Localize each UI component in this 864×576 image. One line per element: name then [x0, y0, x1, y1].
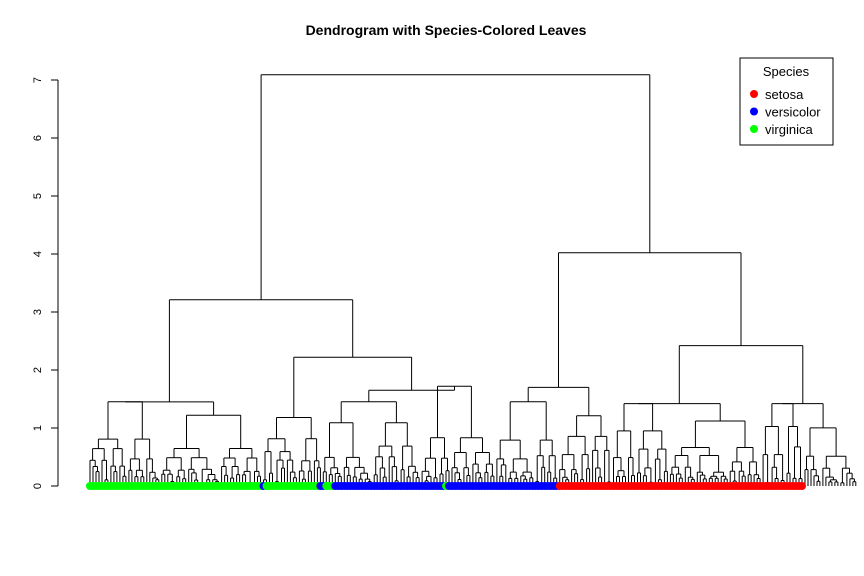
- legend-label-versicolor: versicolor: [765, 105, 821, 120]
- legend-title: Species: [763, 64, 810, 79]
- y-tick-label: 5: [32, 193, 44, 199]
- chart-title: Dendrogram with Species-Colored Leaves: [306, 22, 587, 38]
- leaf-points: [86, 482, 806, 490]
- y-tick-label: 6: [32, 135, 44, 141]
- legend-marker-setosa: [750, 90, 758, 98]
- legend-label-virginica: virginica: [765, 122, 813, 137]
- legend-box: [739, 57, 834, 146]
- legend-label-setosa: setosa: [765, 87, 804, 102]
- y-axis: 0 1 2 3 4 5 6 7: [32, 77, 59, 489]
- y-tick-label: 4: [32, 251, 44, 257]
- legend-marker-virginica: [750, 125, 758, 133]
- leaf-point-setosa: [798, 482, 806, 490]
- y-tick-label: 0: [32, 483, 44, 489]
- y-tick-label: 7: [32, 77, 44, 83]
- y-tick-label: 3: [32, 309, 44, 315]
- legend: Species setosa versicolor virginica: [739, 57, 834, 146]
- y-tick-label: 1: [32, 425, 44, 431]
- legend-marker-versicolor: [750, 107, 758, 116]
- y-tick-label: 2: [32, 367, 44, 373]
